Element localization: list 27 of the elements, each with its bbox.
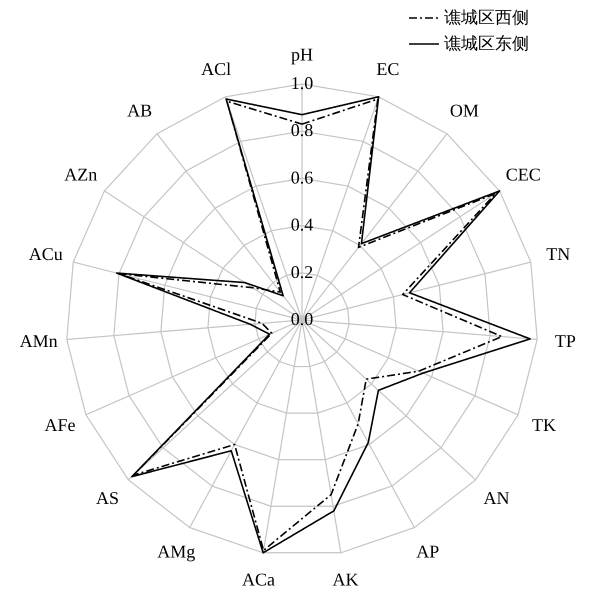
y-tick-label: 0.6 xyxy=(290,167,314,188)
spoke-label: AS xyxy=(96,488,120,508)
spoke-label: pH xyxy=(291,44,313,65)
spoke-label: AMg xyxy=(157,541,196,562)
spoke-label: OM xyxy=(450,100,479,120)
y-tick-label: 0.4 xyxy=(290,214,314,235)
y-tick-label: 1.0 xyxy=(290,73,314,93)
legend-label: 谯城区西侧 xyxy=(444,8,529,27)
spoke-label: TP xyxy=(554,330,576,351)
y-tick-label: 0.0 xyxy=(290,309,314,329)
legend-label: 谯城区东侧 xyxy=(444,34,529,53)
spoke-label: ACa xyxy=(242,570,275,590)
spoke-label: AK xyxy=(332,570,359,590)
spoke-label: AB xyxy=(127,100,152,120)
spoke-label: AFe xyxy=(44,415,76,436)
spoke-label: TN xyxy=(546,244,570,264)
y-tick-label: 0.8 xyxy=(290,120,314,140)
spoke-label: TK xyxy=(532,415,556,436)
spoke-label: AZn xyxy=(64,164,98,184)
spoke-label: CEC xyxy=(506,164,541,184)
spoke-label: AP xyxy=(416,541,440,562)
spoke-label: EC xyxy=(376,59,400,79)
spoke-label: AMn xyxy=(20,330,58,351)
spoke-label: AN xyxy=(483,488,510,508)
y-tick-label: 0.2 xyxy=(290,262,314,282)
spoke-label: ACl xyxy=(201,59,232,79)
spoke-label: ACu xyxy=(28,244,63,264)
